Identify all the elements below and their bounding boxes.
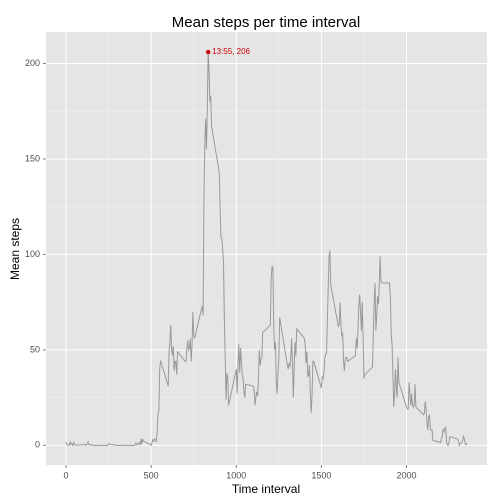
max-point [205,49,211,55]
y-tick-label: 200 [25,58,40,68]
x-tick-label: 2000 [397,470,417,480]
x-tick-label: 1000 [226,470,246,480]
x-tick-label: 1500 [311,470,331,480]
y-tick-label: 50 [30,344,40,354]
max-annotation: 13:55, 206 [212,47,250,56]
chart-title: Mean steps per time interval [172,14,360,31]
panel [46,32,487,465]
x-tick-label: 0 [64,470,69,480]
series-line [65,52,468,447]
y-tick-label: 150 [25,153,40,163]
x-tick-label: 500 [144,470,159,480]
x-axis-label: Time interval [232,482,300,496]
y-tick-label: 0 [35,440,40,450]
y-tick-label: 100 [25,249,40,259]
y-axis-label: Mean steps [8,218,22,280]
